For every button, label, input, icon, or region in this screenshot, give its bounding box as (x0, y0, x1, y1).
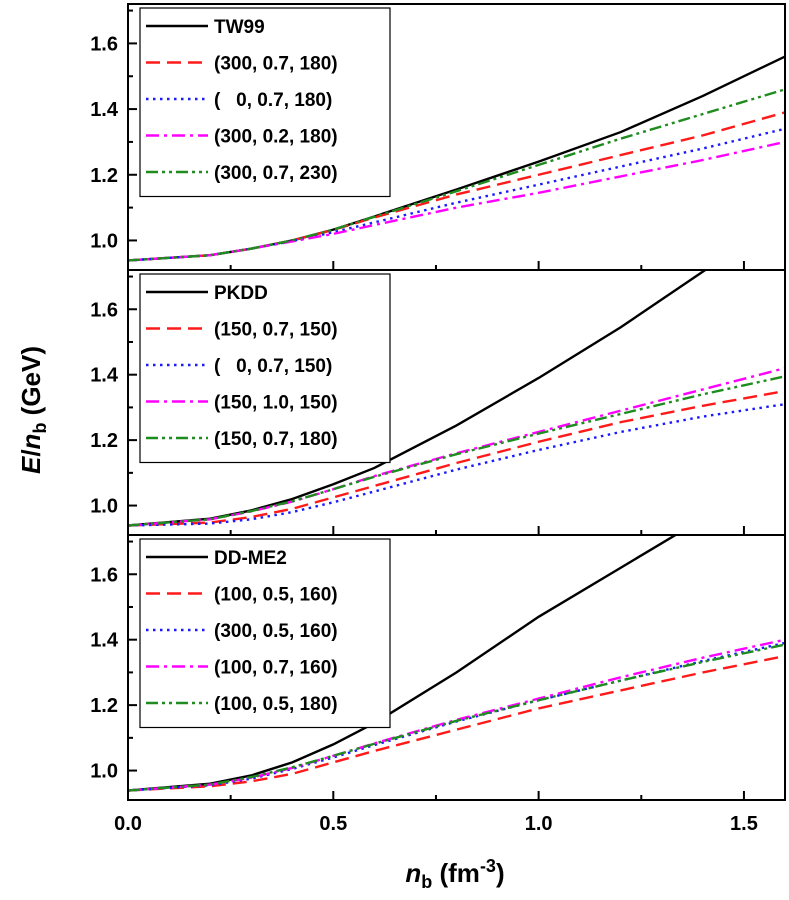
y-ticks: 1.0 1.2 1.4 1.6 (90, 540, 137, 783)
legend-label: TW99 (214, 17, 265, 38)
y-tick-label: 1.4 (90, 630, 119, 652)
x-axis-title-group: nb (fm-3) (405, 856, 504, 892)
legend: DD-ME2 (100, 0.5, 160) (300, 0.5, 160) (100… (139, 538, 391, 729)
x-tick-label: 0.5 (319, 813, 347, 835)
y-tick-label: 1.4 (90, 365, 119, 387)
y-axis-title-group: E/nb (GeV) (16, 346, 50, 474)
legend-label: (100, 0.5, 180) (214, 694, 338, 715)
y-tick-label: 1.2 (90, 165, 118, 187)
series-line-4 (128, 638, 785, 792)
legend-label: PKDD (214, 283, 268, 304)
legend-label: (150, 0.7, 180) (214, 429, 338, 450)
x-ticks (127, 526, 745, 535)
panels-layer: 1.0 1.2 1.4 1.6 TW99 (300, 0.7, 180) ( 0, 0.7,… (90, 3, 786, 801)
x-tick-label: 1.5 (730, 813, 758, 835)
y-ticks: 1.0 1.2 1.4 1.6 (90, 275, 137, 518)
y-tick-label: 1.6 (90, 299, 118, 321)
legend-label: (150, 1.0, 150) (214, 393, 338, 414)
legend-box (139, 273, 391, 464)
x-axis: 0.0 0.5 1.0 1.5 (114, 813, 758, 835)
legend-label: (300, 0.7, 230) (214, 163, 338, 184)
y-tick-label: 1.0 (90, 761, 118, 783)
legend-label: (300, 0.7, 180) (214, 54, 338, 75)
series-line-1 (128, 535, 678, 792)
y-tick-label: 1.6 (90, 33, 118, 55)
legend-box (139, 7, 391, 198)
series-line-5 (128, 88, 785, 262)
series-lines (128, 55, 785, 262)
y-axis-title: E/nb (GeV) (16, 346, 50, 474)
panel-3: 1.0 1.2 1.4 1.6 DD-ME2 (100, 0.5, 160) (300, 0… (90, 534, 786, 801)
legend-label: (300, 0.2, 180) (214, 127, 338, 148)
series-lines (128, 535, 785, 792)
panel-frame (127, 534, 786, 801)
series-line-2 (128, 654, 785, 792)
x-tick-label: 0.0 (114, 813, 142, 835)
y-tick-label: 1.0 (90, 496, 118, 518)
legend-label: (100, 0.5, 160) (214, 585, 338, 606)
panel-1: 1.0 1.2 1.4 1.6 TW99 (300, 0.7, 180) ( 0, 0.7,… (90, 3, 786, 271)
series-line-5 (128, 643, 785, 792)
y-tick-label: 1.4 (90, 99, 119, 121)
legend-label: (300, 0.5, 160) (214, 621, 338, 642)
legend-label: (150, 0.7, 150) (214, 320, 338, 341)
legend-label: DD-ME2 (214, 548, 287, 569)
y-tick-label: 1.6 (90, 564, 118, 586)
series-line-4 (128, 140, 785, 262)
y-ticks: 1.0 1.2 1.4 1.6 (90, 9, 137, 252)
y-tick-label: 1.0 (90, 230, 118, 252)
series-lines (128, 270, 785, 527)
series-line-2 (128, 389, 785, 527)
legend-label: ( 0, 0.7, 180) (214, 90, 332, 111)
legend-label: (100, 0.7, 160) (214, 658, 338, 679)
series-line-5 (128, 375, 785, 527)
legend-label: ( 0, 0.7, 150) (214, 356, 332, 377)
legend: TW99 (300, 0.7, 180) ( 0, 0.7, 180) (300, 0… (139, 7, 391, 198)
panel-2: 1.0 1.2 1.4 1.6 PKDD (150, 0.7, 150) ( 0, 0.7,… (90, 269, 786, 536)
x-ticks (127, 261, 745, 270)
legend: PKDD (150, 0.7, 150) ( 0, 0.7, 150) (150, 1… (139, 273, 391, 464)
legend-box (139, 538, 391, 729)
y-tick-label: 1.2 (90, 695, 118, 717)
x-axis-title: nb (fm-3) (405, 856, 504, 892)
series-line-4 (128, 366, 785, 527)
x-ticks (127, 791, 745, 800)
x-tick-label: 1.0 (525, 813, 553, 835)
y-tick-label: 1.2 (90, 430, 118, 452)
